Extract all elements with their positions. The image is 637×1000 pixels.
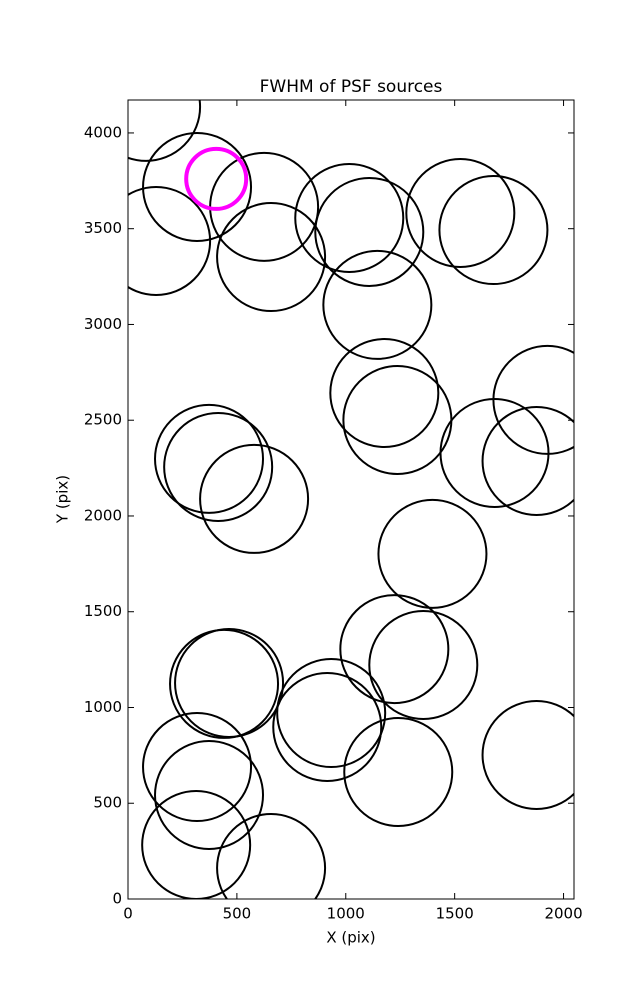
source-circle [184, 146, 249, 211]
source-circle [481, 406, 574, 516]
y-tick-label: 1000 [84, 698, 122, 716]
source-circle [276, 658, 387, 769]
y-tick-label: 500 [93, 794, 122, 812]
source-circle [216, 202, 327, 313]
y-tick-label: 3500 [84, 219, 122, 237]
source-circle [405, 157, 516, 268]
x-axis-label: X (pix) [326, 929, 375, 947]
source-circle [128, 185, 212, 296]
source-circle [439, 397, 550, 508]
source-circle [339, 594, 450, 705]
source-circle [142, 131, 253, 242]
source-circle [481, 699, 574, 810]
source-circle [329, 338, 440, 449]
y-tick-label: 2500 [84, 411, 122, 429]
source-circle [128, 100, 202, 162]
source-circle [174, 627, 285, 738]
y-tick-label: 1500 [84, 602, 122, 620]
source-circle [343, 717, 454, 828]
source-circle [199, 443, 310, 554]
source-circle [368, 609, 479, 720]
y-tick-label: 0 [112, 890, 122, 908]
source-circle [163, 411, 274, 522]
x-tick-label: 1000 [327, 905, 365, 923]
y-tick-label: 2000 [84, 506, 122, 524]
y-tick-label: 3000 [84, 315, 122, 333]
plot-frame [127, 99, 575, 900]
source-circle [314, 176, 425, 287]
x-tick-label: 500 [223, 905, 252, 923]
y-axis-label: Y (pix) [54, 475, 72, 524]
source-circle [377, 498, 488, 609]
source-circle [272, 672, 383, 783]
source-circle [154, 403, 265, 514]
source-circle [294, 162, 405, 273]
source-circle [154, 740, 265, 851]
source-circle [322, 249, 433, 360]
source-circle [216, 812, 327, 899]
chart-title: FWHM of PSF sources [260, 77, 443, 97]
x-tick-label: 2000 [544, 905, 582, 923]
x-tick-label: 0 [123, 905, 133, 923]
y-tick-label: 4000 [84, 123, 122, 141]
source-circle [438, 175, 549, 286]
source-circle [142, 712, 253, 823]
x-tick-label: 1500 [436, 905, 474, 923]
